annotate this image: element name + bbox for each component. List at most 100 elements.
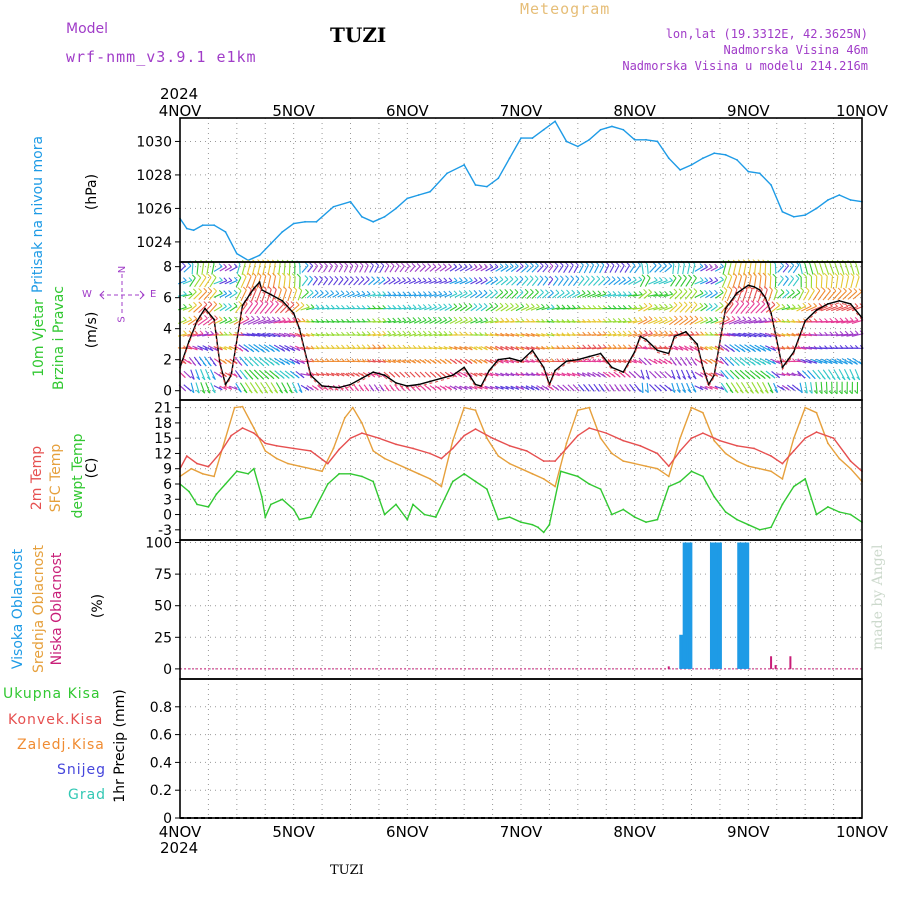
wind-barb-tip: [291, 273, 296, 277]
wind-barb: [224, 306, 232, 312]
wind-barb-tip: [406, 262, 410, 267]
data-point: [463, 406, 466, 409]
data-point: [736, 460, 738, 462]
wind-barb: [634, 264, 641, 274]
wind-barb: [444, 306, 452, 311]
wind-barb: [485, 333, 494, 337]
wind-barb: [495, 385, 504, 390]
wind-barb: [572, 278, 580, 287]
wind-barb-tip: [509, 263, 514, 267]
wind-barb-tip: [596, 275, 601, 280]
wind-barb-tip: [210, 330, 214, 335]
wind-barb-tip: [737, 316, 741, 320]
wind-barb: [278, 320, 291, 324]
wind-barb: [710, 385, 719, 390]
wind-barb-tip: [453, 331, 458, 335]
wind-barb-tip: [387, 359, 391, 363]
wind-barb-tip: [324, 386, 329, 391]
data-point: [378, 437, 380, 440]
wind-barb: [723, 333, 736, 337]
wind-barb-tip: [464, 386, 468, 390]
wind-barb: [849, 368, 856, 381]
data-point: [611, 366, 613, 369]
wind-barb: [373, 279, 381, 286]
data-point: [531, 137, 534, 139]
wind-barb: [710, 279, 719, 285]
wind-barb-tip: [639, 389, 644, 394]
wind-barb-tip: [417, 359, 422, 364]
wind-barb: [229, 292, 238, 299]
data-point: [804, 478, 807, 480]
wind-barb-tip: [385, 262, 390, 267]
wind-barb-tip: [479, 317, 483, 321]
wind-barb: [777, 265, 785, 273]
wind-barb-tip: [821, 287, 826, 291]
wind-barb-tip: [432, 386, 437, 391]
wind-barb: [439, 346, 448, 350]
wind-barb: [705, 306, 713, 312]
wind-barb: [403, 333, 411, 337]
wind-barb-tip: [723, 273, 727, 278]
wind-barb-tip: [380, 262, 385, 266]
wind-barb: [372, 293, 381, 297]
wind-barb: [511, 278, 519, 286]
wind-barb-tip: [617, 344, 622, 349]
wind-barb-tip: [704, 316, 709, 321]
wind-barb-tip: [183, 330, 187, 335]
wind-barb-tip: [800, 287, 804, 292]
data-point: [645, 521, 647, 524]
wind-barb: [224, 293, 232, 298]
wind-barb-tip: [422, 330, 427, 335]
wind-barb: [552, 292, 560, 299]
wind-barb-tip: [262, 286, 267, 290]
wind-barb-tip: [704, 290, 708, 294]
wind-barb-tip: [183, 303, 187, 308]
wind-barb-tip: [360, 387, 364, 392]
wind-barb: [485, 305, 493, 312]
wind-barb-tip: [242, 273, 247, 278]
wind-barb: [183, 265, 192, 273]
wind-barb-tip: [407, 359, 411, 364]
y-tick-label: 21: [154, 401, 172, 417]
data-point: [417, 472, 420, 475]
wind-barb: [682, 263, 685, 275]
wind-barb: [208, 304, 218, 314]
wind-barb: [475, 334, 483, 336]
data-point: [542, 531, 545, 534]
wind-barb-tip: [659, 330, 663, 335]
wind-barb-tip: [582, 304, 587, 309]
data-point: [701, 475, 704, 478]
wind-barb: [648, 279, 658, 285]
wind-barb-tip: [427, 373, 431, 378]
wind-barb: [637, 305, 648, 312]
wind-barb-tip: [386, 276, 391, 281]
wind-barb-tip: [679, 346, 684, 351]
wind-barb-tip: [314, 386, 319, 391]
wind-barb-tip: [725, 348, 730, 352]
data-point: [645, 465, 647, 468]
cloud-low-bar: [789, 656, 792, 669]
wind-barb-tip: [218, 373, 223, 378]
wind-barb-tip: [387, 344, 392, 349]
wind-barb: [200, 382, 206, 394]
wind-barb: [252, 333, 266, 337]
wind-barb-tip: [319, 386, 324, 391]
wind-barb-tip: [682, 375, 686, 380]
wind-barb: [552, 278, 559, 286]
wind-barb: [752, 289, 758, 302]
wind-barb-tip: [565, 387, 570, 392]
wind-barb-tip: [213, 301, 218, 305]
wind-barb-tip: [671, 389, 676, 393]
wind-barb: [624, 265, 631, 273]
wind-barb: [333, 265, 338, 273]
wind-barb: [705, 280, 713, 285]
wind-barb: [800, 359, 812, 364]
wind-barb: [388, 294, 396, 297]
y-tick-label: 15: [154, 431, 172, 447]
wind-barb-tip: [182, 374, 186, 379]
wind-barb: [632, 293, 643, 297]
wind-barb: [643, 318, 653, 325]
wind-barb: [850, 263, 855, 275]
wind-barb-tip: [182, 262, 186, 267]
wind-barb: [283, 276, 286, 289]
